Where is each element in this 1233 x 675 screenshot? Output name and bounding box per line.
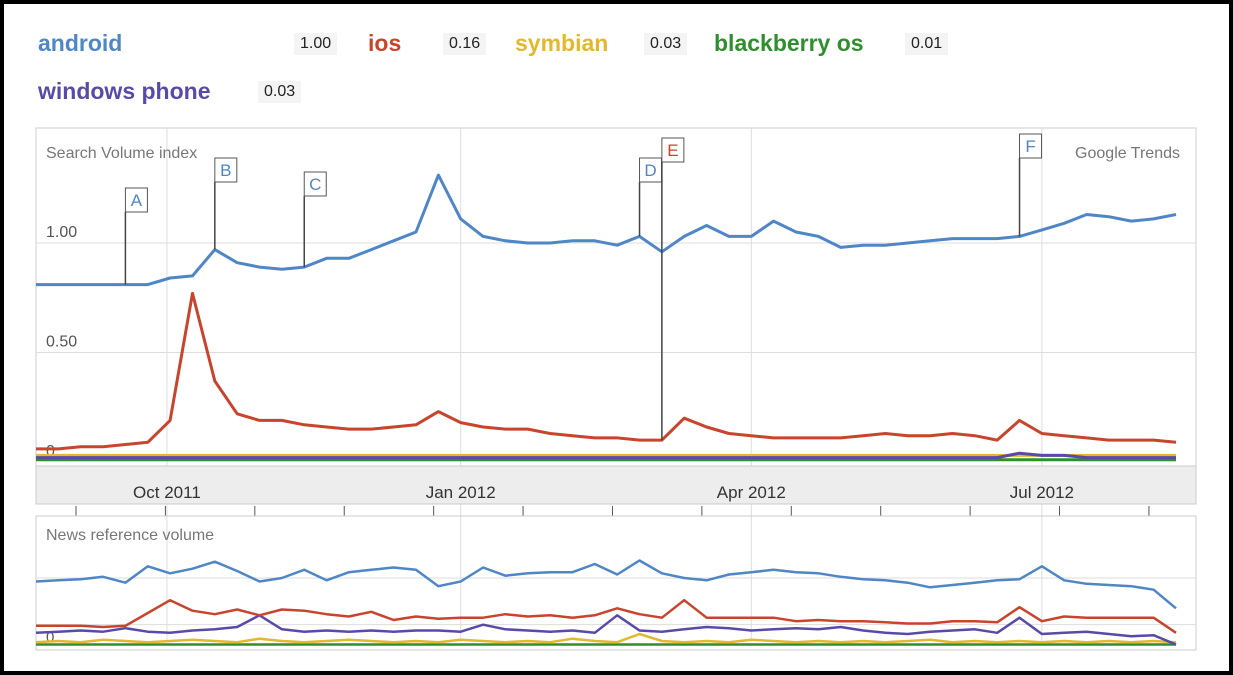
- main-series-line-ios: [36, 291, 1177, 451]
- legend-item-blackberry-os: blackberry os: [714, 30, 864, 56]
- legend-value-android: 1.00: [294, 33, 338, 55]
- news-series-line-symbian: [35, 632, 1177, 644]
- x-tick-label: Jan 2012: [426, 483, 496, 502]
- annotation-label-D: D: [644, 161, 656, 180]
- annotation-label-B: B: [220, 161, 231, 180]
- google-trends-watermark: Google Trends: [1075, 145, 1180, 162]
- legend-item-android: android: [38, 30, 123, 56]
- news-series-line-windows-phone: [35, 614, 1177, 646]
- news-plot-area: [35, 515, 1197, 651]
- legend-value-symbian: 0.03: [644, 33, 688, 55]
- x-tick-label: Oct 2011: [133, 483, 201, 502]
- legend: android 1.00 ios 0.16 symbian 0.03 blackberry …: [38, 18, 1188, 118]
- annotation-flag-E: [661, 137, 685, 163]
- x-axis-band: [35, 465, 1197, 505]
- annotation-label-A: A: [131, 191, 143, 210]
- x-tick-label: Apr 2012: [717, 483, 786, 502]
- annotation-label-F: F: [1025, 137, 1035, 156]
- main-y-tick-label: 0: [46, 443, 55, 460]
- annotation-label-E: E: [667, 141, 678, 160]
- main-series-line-windows-phone: [36, 451, 1176, 460]
- annotation-flag-B: [214, 157, 238, 183]
- main-chart-title: Search Volume index: [46, 145, 197, 162]
- legend-item-ios: ios: [368, 30, 402, 56]
- news-series-line-android: [35, 559, 1177, 610]
- legend-item-windows-phone: windows phone: [38, 78, 211, 104]
- news-y-tick-label: 0: [46, 629, 54, 646]
- main-series-line-android: [36, 173, 1177, 287]
- legend-value-blackberry-os: 0.01: [905, 33, 949, 55]
- legend-value-ios: 0.16: [443, 33, 487, 55]
- annotation-flag-F: [1019, 133, 1043, 159]
- news-series-line-ios: [36, 598, 1177, 634]
- annotation-flag-A: [124, 187, 148, 213]
- main-plot-area: [35, 127, 1197, 467]
- main-y-tick-label: 0.50: [46, 334, 77, 351]
- legend-item-symbian: symbian: [515, 30, 609, 56]
- x-tick-label: Jul 2012: [1010, 483, 1074, 502]
- annotation-label-C: C: [309, 175, 321, 194]
- news-chart-title: News reference volume: [46, 527, 214, 544]
- main-y-tick-label: 1.00: [46, 224, 77, 241]
- legend-value-windows-phone: 0.03: [258, 81, 302, 103]
- annotation-flag-C: [303, 171, 327, 197]
